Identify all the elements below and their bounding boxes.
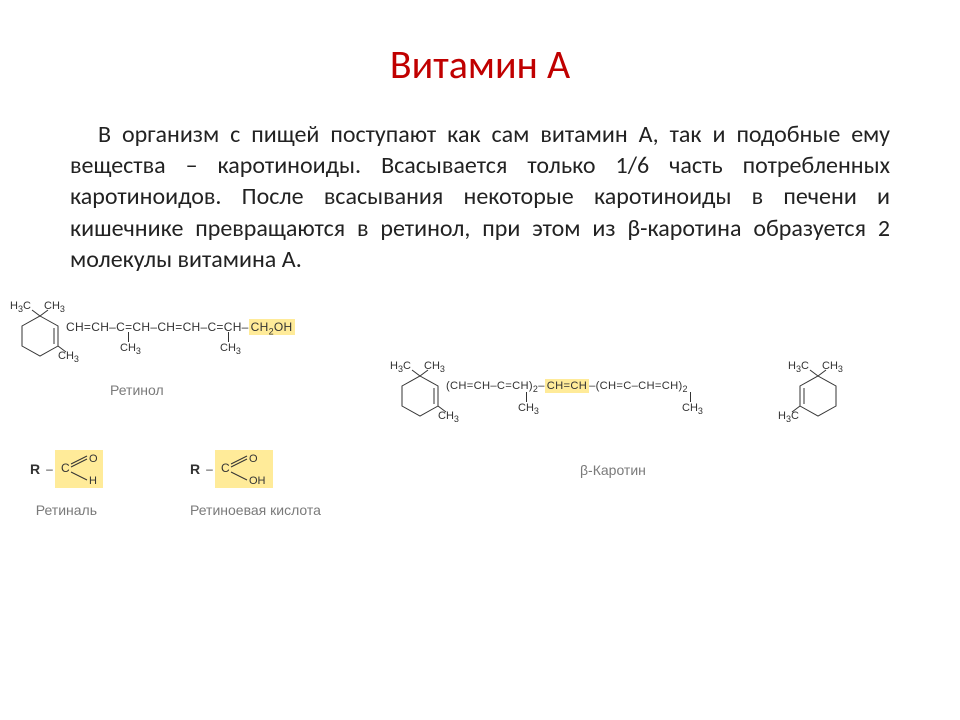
retinol-caption: Ретинол — [110, 382, 164, 399]
bond-line-icon — [128, 332, 129, 342]
bond-line-icon — [690, 392, 691, 402]
svg-text:O: O — [89, 453, 98, 465]
cyclohexene-ring-icon — [18, 314, 62, 354]
retinoic-acid-structure: R – C O OH Ретиноевая кислота — [190, 450, 321, 519]
r-group: R — [190, 461, 200, 478]
r-group: R — [30, 461, 40, 478]
retinal-caption: Ретиналь — [30, 502, 103, 519]
retinoic-acid-formula: R – C O OH — [190, 450, 321, 488]
highlight-ch2oh: CH2OH — [249, 319, 295, 335]
svg-text:H: H — [89, 475, 97, 486]
body-paragraph: В организм с пищей поступают как сам вит… — [0, 119, 960, 275]
ch3-label: CH3 — [822, 360, 843, 375]
h3c-label: H3C — [778, 410, 799, 425]
ch3-label: CH3 — [518, 402, 539, 417]
beta-carotene-caption: β-Каротин — [580, 462, 646, 479]
carotene-chain: (CH=CH–C=CH)2–CH=CH–(CH=C–CH=CH)2 — [446, 380, 688, 395]
h3c-label: H3C — [390, 360, 411, 375]
ch3-label: CH3 — [58, 350, 79, 365]
retinal-structure: R – C O H Ретиналь — [30, 450, 103, 519]
svg-text:C: C — [61, 461, 70, 475]
ch3-label: CH3 — [120, 342, 141, 357]
ch3-label: CH3 — [220, 342, 241, 357]
h3c-label: H3C — [10, 300, 31, 315]
ch3-label: CH3 — [682, 402, 703, 417]
svg-text:C: C — [221, 461, 230, 475]
carboxyl-group-icon: C O OH — [215, 450, 273, 488]
retinol-chain: CH=CH–C=CH–CH=CH–C=CH–CH2OH — [66, 320, 295, 337]
svg-text:OH: OH — [249, 475, 266, 486]
chemistry-diagram-area: H3C CH3 CH3 CH=CH–C=CH–CH=CH–C=CH–CH2OH … — [0, 300, 960, 600]
ch3-label: CH3 — [44, 300, 65, 315]
retinal-formula: R – C O H — [30, 450, 103, 488]
retinoic-acid-caption: Ретиноевая кислота — [190, 502, 321, 519]
slide: Витамин А В организм с пищей поступают к… — [0, 0, 960, 720]
ch3-label: CH3 — [424, 360, 445, 375]
highlight-center: CH=CH — [545, 379, 589, 393]
bond-line-icon — [228, 332, 229, 342]
slide-title: Витамин А — [0, 0, 960, 119]
aldehyde-group-icon: C O H — [55, 450, 103, 488]
cyclohexene-ring-icon — [398, 374, 442, 414]
ch3-label: CH3 — [438, 410, 459, 425]
h3c-label: H3C — [788, 360, 809, 375]
bond-line-icon — [526, 392, 527, 402]
svg-text:O: O — [249, 453, 258, 465]
cyclohexene-ring-icon — [796, 374, 840, 414]
